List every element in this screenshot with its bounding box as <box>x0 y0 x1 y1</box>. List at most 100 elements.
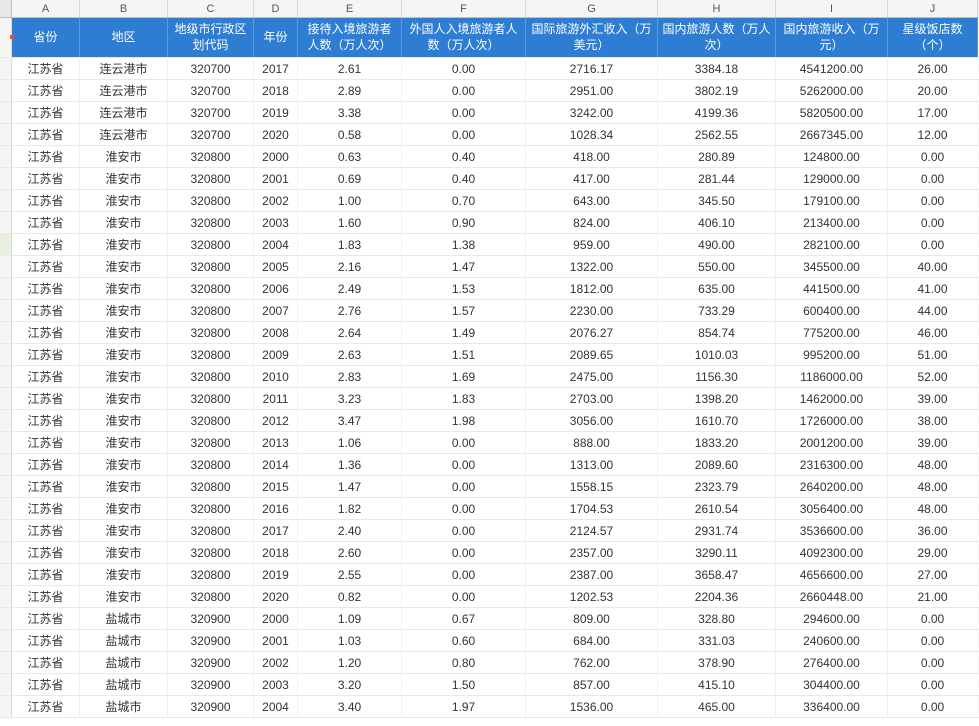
cell[interactable]: 2931.74 <box>658 520 776 541</box>
cell[interactable]: 江苏省 <box>12 696 80 717</box>
cell[interactable]: 320800 <box>168 454 254 475</box>
cell[interactable]: 2012 <box>254 410 298 431</box>
cell[interactable]: 465.00 <box>658 696 776 717</box>
cell[interactable]: 320800 <box>168 542 254 563</box>
cell[interactable]: 129000.00 <box>776 168 888 189</box>
cell[interactable]: 1.00 <box>298 190 402 211</box>
cell[interactable]: 3.23 <box>298 388 402 409</box>
cell[interactable]: 0.00 <box>888 146 978 167</box>
cell[interactable]: 淮安市 <box>80 212 168 233</box>
cell[interactable]: 淮安市 <box>80 278 168 299</box>
cell[interactable]: 江苏省 <box>12 520 80 541</box>
cell[interactable]: 淮安市 <box>80 586 168 607</box>
cell[interactable]: 盐城市 <box>80 630 168 651</box>
cell[interactable]: 38.00 <box>888 410 978 431</box>
cell[interactable]: 0.00 <box>402 564 526 585</box>
cell[interactable]: 320800 <box>168 520 254 541</box>
cell[interactable]: 320700 <box>168 102 254 123</box>
cell[interactable]: 江苏省 <box>12 300 80 321</box>
cell[interactable]: 1.47 <box>402 256 526 277</box>
cell[interactable]: 490.00 <box>658 234 776 255</box>
cell[interactable]: 1.06 <box>298 432 402 453</box>
cell[interactable]: 2011 <box>254 388 298 409</box>
cell[interactable]: 2.61 <box>298 58 402 79</box>
cell[interactable]: 320800 <box>168 366 254 387</box>
cell[interactable]: 2230.00 <box>526 300 658 321</box>
cell[interactable]: 2018 <box>254 542 298 563</box>
cell[interactable]: 1.57 <box>402 300 526 321</box>
cell[interactable]: 282100.00 <box>776 234 888 255</box>
cell[interactable]: 320800 <box>168 190 254 211</box>
cell[interactable]: 2716.17 <box>526 58 658 79</box>
cell[interactable]: 淮安市 <box>80 498 168 519</box>
cell[interactable]: 淮安市 <box>80 234 168 255</box>
cell[interactable]: 320800 <box>168 168 254 189</box>
cell[interactable]: 3658.47 <box>658 564 776 585</box>
cell[interactable]: 1313.00 <box>526 454 658 475</box>
cell[interactable]: 江苏省 <box>12 212 80 233</box>
cell[interactable]: 江苏省 <box>12 124 80 145</box>
cell[interactable]: 1726000.00 <box>776 410 888 431</box>
row-number[interactable] <box>0 542 12 563</box>
cell[interactable]: 0.40 <box>402 168 526 189</box>
cell[interactable]: 0.00 <box>888 608 978 629</box>
cell[interactable]: 417.00 <box>526 168 658 189</box>
cell[interactable]: 1398.20 <box>658 388 776 409</box>
cell[interactable]: 1.36 <box>298 454 402 475</box>
header-inbound-tourists[interactable]: 接待入境旅游者人数（万人次） <box>298 18 402 57</box>
cell[interactable]: 2703.00 <box>526 388 658 409</box>
cell[interactable]: 淮安市 <box>80 366 168 387</box>
cell[interactable]: 2.55 <box>298 564 402 585</box>
cell[interactable]: 44.00 <box>888 300 978 321</box>
cell[interactable]: 2007 <box>254 300 298 321</box>
cell[interactable]: 3384.18 <box>658 58 776 79</box>
cell[interactable]: 2.76 <box>298 300 402 321</box>
cell[interactable]: 江苏省 <box>12 432 80 453</box>
cell[interactable]: 2323.79 <box>658 476 776 497</box>
cell[interactable]: 淮安市 <box>80 542 168 563</box>
cell[interactable]: 441500.00 <box>776 278 888 299</box>
cell[interactable]: 江苏省 <box>12 344 80 365</box>
cell[interactable]: 733.29 <box>658 300 776 321</box>
cell[interactable]: 淮安市 <box>80 322 168 343</box>
cell[interactable]: 415.10 <box>658 674 776 695</box>
cell[interactable]: 2016 <box>254 498 298 519</box>
cell[interactable]: 盐城市 <box>80 652 168 673</box>
cell[interactable]: 0.00 <box>888 234 978 255</box>
row-number[interactable] <box>0 168 12 189</box>
cell[interactable]: 4199.36 <box>658 102 776 123</box>
cell[interactable]: 2000 <box>254 608 298 629</box>
col-header-D[interactable]: D <box>254 0 298 17</box>
cell[interactable]: 2124.57 <box>526 520 658 541</box>
cell[interactable]: 淮安市 <box>80 256 168 277</box>
header-foreign-tourists[interactable]: 外国人入境旅游者人数（万人次） <box>402 18 526 57</box>
cell[interactable]: 2089.60 <box>658 454 776 475</box>
cell[interactable]: 1202.53 <box>526 586 658 607</box>
cell[interactable]: 336400.00 <box>776 696 888 717</box>
cell[interactable]: 2020 <box>254 124 298 145</box>
cell[interactable]: 江苏省 <box>12 80 80 101</box>
cell[interactable]: 320800 <box>168 410 254 431</box>
cell[interactable]: 2008 <box>254 322 298 343</box>
cell[interactable]: 27.00 <box>888 564 978 585</box>
cell[interactable]: 5262000.00 <box>776 80 888 101</box>
cell[interactable]: 1.53 <box>402 278 526 299</box>
cell[interactable]: 4541200.00 <box>776 58 888 79</box>
cell[interactable]: 2.16 <box>298 256 402 277</box>
cell[interactable]: 320800 <box>168 256 254 277</box>
cell[interactable]: 41.00 <box>888 278 978 299</box>
cell[interactable]: 2017 <box>254 58 298 79</box>
cell[interactable]: 320800 <box>168 564 254 585</box>
cell[interactable]: 盐城市 <box>80 608 168 629</box>
cell[interactable]: 281.44 <box>658 168 776 189</box>
cell[interactable]: 连云港市 <box>80 80 168 101</box>
row-number[interactable] <box>0 630 12 651</box>
cell[interactable]: 江苏省 <box>12 586 80 607</box>
row-number[interactable] <box>0 586 12 607</box>
cell[interactable]: 淮安市 <box>80 388 168 409</box>
cell[interactable]: 3056400.00 <box>776 498 888 519</box>
cell[interactable]: 江苏省 <box>12 322 80 343</box>
cell[interactable]: 1186000.00 <box>776 366 888 387</box>
cell[interactable]: 2.60 <box>298 542 402 563</box>
cell[interactable]: 21.00 <box>888 586 978 607</box>
